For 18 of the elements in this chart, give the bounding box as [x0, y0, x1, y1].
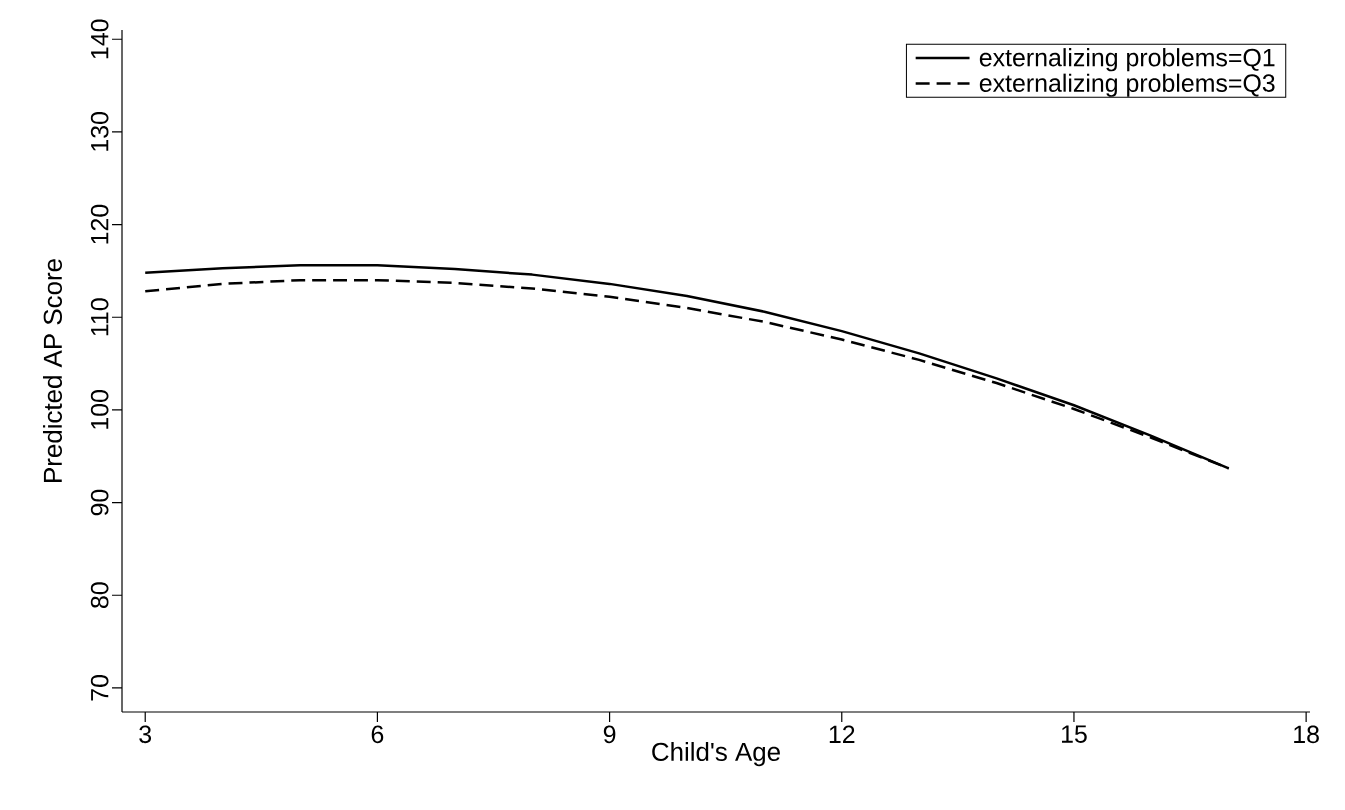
x-tick-label: 6 [371, 725, 384, 744]
x-tick-label: 12 [829, 725, 855, 743]
legend-label: externalizing problems=Q1 [979, 48, 1275, 72]
y-tick-label: 70 [90, 675, 109, 701]
y-tick-label: 140 [90, 19, 109, 59]
y-tick-label: 120 [90, 204, 109, 244]
y-axis-title: Predicted AP Score [42, 259, 62, 482]
x-axis-title: Child's Age [652, 742, 780, 767]
y-tick-label: 110 [90, 298, 109, 336]
y-tick-label: 100 [90, 390, 109, 429]
legend-label: externalizing problems=Q3 [979, 73, 1275, 97]
x-tick-label: 15 [1061, 725, 1087, 743]
x-tick-label: 18 [1294, 725, 1319, 744]
x-tick-label: 3 [139, 725, 152, 744]
y-tick-label: 80 [90, 582, 109, 609]
y-tick-label: 90 [90, 489, 109, 516]
x-tick-label: 9 [603, 725, 616, 744]
y-tick-label: 130 [90, 112, 109, 151]
